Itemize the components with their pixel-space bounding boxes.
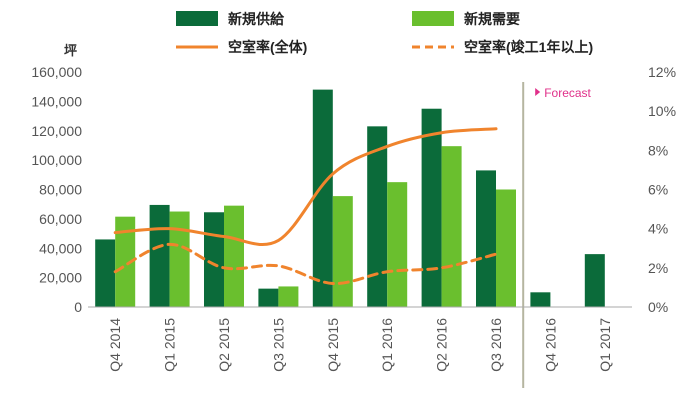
bar-supply: [584, 254, 605, 307]
y2-tick-label: 12%: [648, 64, 676, 80]
bar-supply: [367, 126, 388, 307]
bar-demand: [115, 216, 136, 307]
y2-tick-label: 4%: [648, 221, 668, 237]
y-tick-label: 0: [74, 299, 82, 315]
forecast-label: Forecast: [544, 86, 591, 100]
y2-tick-label: 0%: [648, 299, 668, 315]
bar-demand: [278, 286, 299, 307]
y-tick-label: 120,000: [31, 123, 82, 139]
bar-demand: [332, 196, 353, 307]
legend-label: 空室率(全体): [228, 39, 307, 55]
y-tick-label: 100,000: [31, 152, 82, 168]
x-tick-label: Q1 2015: [162, 318, 178, 372]
x-tick-label: Q4 2015: [325, 318, 341, 372]
bar-supply: [258, 288, 279, 307]
legend-label: 新規需要: [464, 11, 520, 27]
x-tick-label: Q2 2015: [216, 318, 232, 372]
y2-tick-label: 6%: [648, 182, 668, 198]
x-tick-label: Q4 2016: [542, 318, 558, 372]
bar-demand: [387, 182, 408, 307]
y-axis-label: 坪: [64, 43, 77, 58]
legend-swatch: [412, 11, 454, 26]
y-tick-label: 20,000: [39, 270, 82, 286]
forecast-arrow-icon: [535, 88, 541, 96]
y2-tick-label: 10%: [648, 103, 676, 119]
lines: [113, 127, 498, 286]
vacancy-line-overall: [113, 127, 498, 246]
x-tick-label: Q3 2015: [270, 318, 286, 372]
bar-supply: [204, 212, 224, 307]
vacancy-line-1yr: [113, 242, 498, 286]
y-tick-label: 80,000: [39, 182, 82, 198]
bar-demand: [224, 205, 244, 307]
x-tick-label: Q3 2016: [488, 318, 504, 372]
y-tick-label: 60,000: [39, 211, 82, 227]
bar-supply: [149, 204, 170, 307]
forecast-group: Forecast: [522, 82, 592, 388]
bar-supply: [476, 170, 496, 307]
y-axis-ticks: 0 20,000 40,000 60,000 80,000 100,000 120,000 1…: [31, 64, 82, 315]
x-tick-label: Q2 2016: [434, 318, 450, 372]
legend-label: 空室率(竣工1年以上): [464, 39, 593, 55]
y-tick-label: 160,000: [31, 64, 82, 80]
y2-tick-label: 2%: [648, 260, 668, 276]
bar-demand: [169, 211, 190, 307]
x-tick-label: Q1 2016: [379, 318, 395, 372]
bar-supply: [530, 292, 551, 307]
y2-tick-label: 8%: [648, 142, 668, 158]
x-axis-ticks: Q4 2014 Q1 2015 Q2 2015 Q3 2015 Q4 2015 Q1 20…: [107, 318, 613, 372]
bar-supply: [421, 108, 442, 307]
y-tick-label: 40,000: [39, 240, 82, 256]
legend-swatch: [176, 11, 218, 26]
x-tick-label: Q4 2014: [107, 318, 123, 372]
x-tick-label: Q1 2017: [597, 318, 613, 372]
bar-demand: [441, 146, 462, 307]
y2-axis-ticks: 0% 2% 4% 6% 8% 10% 12%: [648, 64, 676, 315]
bars: [95, 89, 605, 307]
y-tick-label: 140,000: [31, 93, 82, 109]
bar-supply: [95, 239, 116, 307]
bar-demand: [496, 189, 516, 307]
legend-label: 新規供給: [228, 11, 285, 27]
bar-supply: [312, 89, 333, 307]
